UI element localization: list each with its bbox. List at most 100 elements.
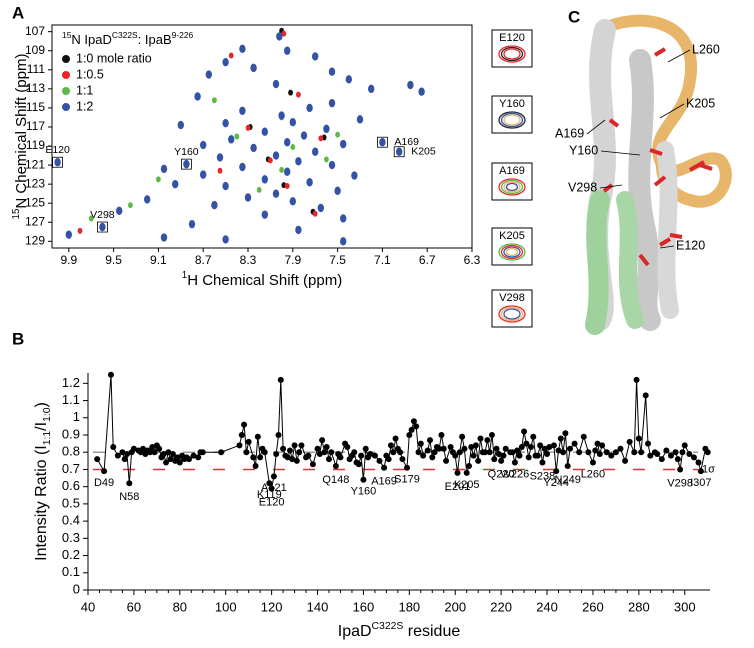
peak: [284, 138, 291, 147]
peak: [244, 193, 252, 202]
x-tick-label: 120: [261, 599, 283, 614]
data-point: [463, 469, 470, 476]
data-point: [241, 421, 248, 428]
data-point: [454, 469, 461, 476]
data-point: [537, 442, 544, 449]
contour: [500, 306, 524, 322]
data-point: [580, 433, 587, 440]
panel-label: C: [568, 7, 580, 26]
data-point: [381, 464, 388, 471]
peak: [172, 179, 179, 189]
chart-title-part: 9-226: [172, 30, 194, 40]
data-point: [509, 449, 516, 456]
data-point: [470, 452, 477, 459]
legend-label: 1:1: [76, 83, 93, 97]
data-point: [254, 433, 261, 440]
peak: [261, 127, 268, 136]
x-tick-label: 240: [536, 599, 558, 614]
residue-label: N249: [555, 474, 581, 486]
data-point: [511, 459, 518, 466]
legend-marker: [62, 55, 70, 63]
y-tick-label: 0.2: [62, 547, 80, 562]
data-point: [622, 457, 629, 464]
data-point: [413, 423, 420, 430]
data-point: [550, 442, 557, 449]
peak: [312, 210, 318, 217]
residue-label: V298: [667, 477, 693, 489]
x-tick-label: 6.3: [464, 253, 481, 267]
y-tick-label: 113: [26, 81, 45, 95]
peak: [217, 167, 223, 174]
peak: [328, 67, 336, 76]
data-point: [475, 457, 482, 464]
data-point: [443, 457, 450, 464]
y-tick-label: 127: [25, 214, 45, 228]
data-point: [277, 376, 284, 383]
data-point: [514, 447, 521, 454]
y-axis-title-part: Intensity Ratio (I: [33, 445, 50, 561]
legend-label: 1:0 mole ratio: [76, 51, 152, 65]
x-tick-label: 6.7: [419, 253, 436, 267]
chart-title-part: : IpaB: [138, 32, 172, 47]
data-point: [436, 445, 443, 452]
data-point: [146, 449, 153, 456]
y-tick-label: 1.1: [62, 392, 80, 407]
data-point: [296, 449, 303, 456]
contour: [498, 305, 526, 323]
data-point: [399, 456, 406, 463]
data-point: [525, 454, 532, 461]
data-point: [149, 444, 156, 451]
chart-title-part: 15: [62, 30, 72, 40]
contour: [500, 112, 524, 128]
data-point: [319, 437, 326, 444]
inset-label: K205: [499, 230, 525, 242]
data-point: [498, 457, 505, 464]
chart-title-part: N IpaD: [71, 32, 111, 47]
contour: [503, 308, 521, 320]
peak: [160, 233, 168, 242]
data-point: [124, 450, 131, 457]
data-point: [289, 456, 296, 463]
peak-label: V298: [90, 209, 115, 221]
leader-line: [599, 184, 623, 189]
data-point: [358, 452, 365, 459]
peak-label: A169: [394, 136, 419, 148]
data-point: [617, 445, 624, 452]
x-tick-label: 60: [127, 599, 141, 614]
data-point: [635, 435, 642, 442]
inset-label: A169: [499, 165, 525, 177]
peak: [284, 167, 291, 176]
data-point: [516, 452, 523, 459]
data-point: [633, 376, 640, 383]
data-point: [332, 463, 339, 469]
data-point: [667, 452, 674, 459]
y-tick-label: 119: [26, 138, 45, 152]
data-point: [527, 444, 534, 451]
data-point: [101, 468, 108, 475]
y-tick-label: 0.4: [62, 513, 80, 528]
data-point: [424, 447, 431, 454]
data-point: [321, 449, 328, 456]
data-point: [599, 442, 606, 449]
x-axis-title-part: C322S: [372, 621, 404, 632]
data-point: [679, 449, 686, 456]
data-point: [426, 437, 433, 444]
data-point: [390, 449, 397, 456]
x-tick-label: 100: [215, 599, 237, 614]
peak: [261, 175, 268, 184]
y-axis-title-part: 1:1: [42, 431, 53, 446]
data-point: [585, 449, 592, 456]
data-point: [392, 435, 399, 442]
inset-label: V298: [499, 292, 525, 304]
residue-label: L260: [692, 42, 720, 56]
contour: [500, 244, 524, 260]
data-point: [631, 449, 638, 456]
peak: [239, 106, 246, 115]
data-point: [681, 442, 688, 449]
peak: [222, 235, 229, 244]
peak: [289, 118, 296, 127]
y-tick-label: 0.8: [62, 444, 80, 459]
data-point: [387, 442, 394, 449]
data-point: [555, 447, 562, 454]
